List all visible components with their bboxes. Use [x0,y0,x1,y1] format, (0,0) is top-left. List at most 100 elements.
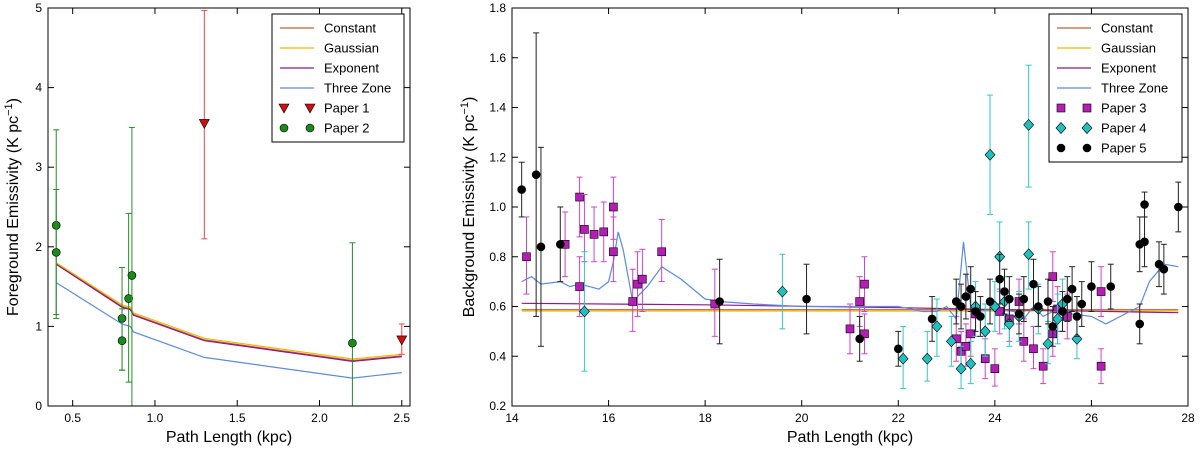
x-tick-label: 28 [1181,411,1195,425]
x-tick-label: 1.5 [229,411,246,425]
data-point [897,352,909,365]
legend-label: Exponent [324,61,379,76]
x-axis-label: Path Length (kpc) [166,429,292,446]
y-axis-label-end: ) [461,97,478,102]
y-axis-label-end: ) [5,98,22,103]
legend-label: Three Zone [1101,81,1168,96]
data-point [1077,299,1087,309]
data-point [995,274,1004,284]
series-paper-1 [198,9,408,355]
legend-label: Paper 3 [1101,101,1147,116]
data-point [117,336,127,346]
data-point [1135,319,1145,329]
legend-marker [1056,143,1066,153]
legend-marker [1081,122,1093,134]
legend-label: Gaussian [324,41,379,56]
data-point [1140,200,1149,209]
data-point [985,297,995,306]
data-point [955,362,967,375]
legend-item: Paper 3 [1056,101,1147,116]
data-point [1034,302,1043,311]
y-tick-label: 0.6 [489,300,506,314]
data-point [609,247,618,257]
legend-label: Constant [1101,21,1153,36]
data-point [1052,312,1064,325]
data-point [1087,282,1096,291]
data-point [990,364,1000,373]
legend-label: Paper 2 [324,121,370,136]
data-point [348,338,357,348]
plot-area [51,9,408,406]
data-point [984,148,996,161]
x-tick-label: 16 [602,411,616,425]
legend-marker [1055,122,1067,134]
data-point [1038,361,1048,371]
legend-marker [305,123,315,133]
data-point [776,285,788,298]
legend-box [271,13,405,143]
data-point [1048,322,1058,331]
data-point [1000,287,1009,296]
data-point [1014,309,1024,319]
y-axis-label: Foreground Emissivity (K pc−1) [3,98,22,316]
data-point [1106,282,1116,291]
y-tick-label: 0.4 [489,349,506,363]
data-point [517,185,526,194]
data-point [1159,264,1169,274]
data-point [860,329,869,339]
x-tick-label: 2.5 [393,411,410,425]
data-point [979,325,991,338]
legend-item: Paper 5 [1056,141,1147,156]
data-point [1005,294,1014,304]
data-point [555,240,565,249]
x-axis-label: Path Length (kpc) [787,429,913,446]
data-point [531,170,541,179]
legend-label: Paper 1 [324,101,370,116]
legend-item: Three Zone [1057,81,1168,96]
series-paper-2 [51,126,357,406]
legend-item: Paper 4 [1055,121,1147,136]
data-point [1023,248,1035,261]
legend-item: Exponent [280,61,379,76]
data-point [1140,237,1149,247]
data-point [522,252,531,262]
legend-item: Exponent [1057,61,1156,76]
data-point [976,312,985,321]
data-point [1042,337,1054,350]
y-tick-label: 1.2 [489,150,506,164]
legend-marker [1082,143,1092,153]
plot-frame [47,7,411,407]
data-point [1096,287,1106,296]
y-tick-label: 1.0 [489,200,506,214]
x-tick-label: 2.0 [311,411,328,425]
data-point [628,297,638,306]
data-point [1058,307,1067,316]
legend-marker [1056,103,1066,113]
data-point [893,344,903,354]
data-point [1029,344,1038,354]
data-point [927,314,937,324]
x-tick-label: 26 [1085,411,1099,425]
data-point [945,335,957,348]
y-tick-label: 0 [35,399,42,413]
x-tick-label: 18 [698,411,712,425]
y-tick-label: 0.2 [489,399,506,413]
x-tick-label: 22 [892,411,906,425]
data-point [575,192,584,202]
data-point [966,329,976,339]
x-tick-label: 14 [505,411,519,425]
x-tick-label: 20 [795,411,809,425]
chart-2: 14 16 18 20 22 24 26 28 0.2 0.4 0.6 0.8 1.0 1.2 1.4 1.6… [459,1,1195,446]
data-point [855,334,864,344]
data-point [921,352,933,365]
y-tick-label: 4 [35,81,42,95]
data-point [802,294,811,304]
legend-item: Paper 2 [279,121,370,136]
series-paper-4 [579,64,1083,390]
legend: Constant Gaussian Exponent Three Zone Paper … [271,13,405,143]
y-tick-label: 1.8 [489,1,506,15]
y-axis-label-main: Background Emissivity (K pc [461,115,478,318]
data-point [1062,294,1072,304]
data-point [965,357,977,370]
